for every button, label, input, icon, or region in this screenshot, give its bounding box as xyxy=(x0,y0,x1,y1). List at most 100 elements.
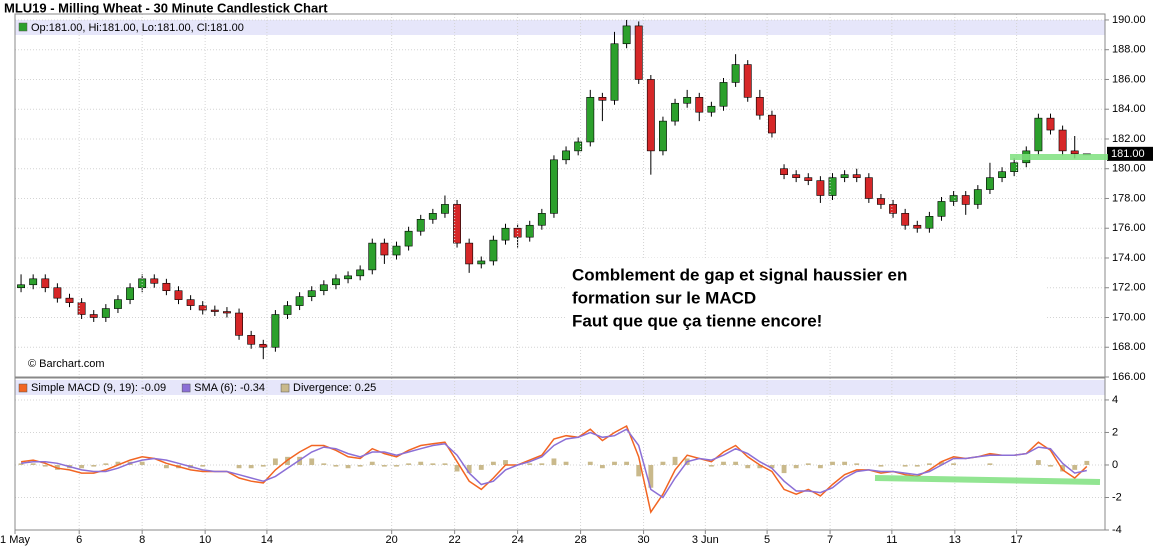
candle-body xyxy=(646,79,655,152)
y-tick-label: 4 xyxy=(1112,394,1118,406)
candle-body xyxy=(174,290,183,300)
candle-body xyxy=(562,150,570,161)
x-tick-label: 28 xyxy=(574,534,586,546)
y-tick-label: 168.00 xyxy=(1112,341,1146,353)
candle-body xyxy=(864,177,873,199)
divergence-bar xyxy=(1035,460,1041,465)
divergence-bar xyxy=(503,460,508,465)
candle-body xyxy=(271,314,280,348)
legend-swatch xyxy=(18,383,28,393)
divergence-bar xyxy=(805,463,811,465)
y-tick-label: 174.00 xyxy=(1112,252,1146,264)
candle-body xyxy=(768,114,776,134)
x-tick-label: 10 xyxy=(199,534,211,546)
y-tick-label: 186.00 xyxy=(1112,73,1146,85)
candle-body xyxy=(186,299,195,306)
macd-line xyxy=(21,428,1087,499)
annotation: Comblement de gap et signal haussier en xyxy=(572,265,907,284)
divergence-bar xyxy=(466,464,472,474)
candle-body xyxy=(198,305,207,311)
candle-body xyxy=(283,305,292,315)
divergence-bar xyxy=(309,458,315,465)
highlight xyxy=(874,475,1101,485)
x-tick-label: 5 xyxy=(764,534,770,546)
divergence-bar xyxy=(357,464,363,467)
y-tick-label: 182.00 xyxy=(1112,133,1146,145)
y-tick-label: 2 xyxy=(1112,426,1118,438)
divergence-bar xyxy=(139,461,145,465)
candle-body xyxy=(683,97,692,104)
divergence-bar xyxy=(878,464,884,467)
candle-body xyxy=(332,278,340,286)
candle-body xyxy=(307,290,316,297)
candle-body xyxy=(368,242,377,271)
y-tick-label: 170.00 xyxy=(1112,311,1146,323)
candle-body xyxy=(973,189,982,205)
divergence-bar xyxy=(527,463,533,465)
candle-body xyxy=(598,97,607,101)
divergence-bar xyxy=(987,463,993,465)
ohlc-legend: Op:181.00, Hi:181.00, Lo:181.00, Cl:181.… xyxy=(31,22,244,34)
divergence-bar xyxy=(636,464,642,477)
divergence-bar xyxy=(442,463,448,465)
x-tick-label: 6 xyxy=(76,534,82,546)
candle-body xyxy=(77,302,86,315)
divergence-bar xyxy=(708,464,714,467)
y-tick-label: 166.00 xyxy=(1112,371,1146,383)
candle-body xyxy=(852,174,861,178)
divergence-bar xyxy=(817,464,823,469)
divergence-bar xyxy=(854,463,860,465)
candle-body xyxy=(465,242,474,265)
y-tick-label: 180.00 xyxy=(1112,163,1146,175)
divergence-bar xyxy=(660,461,666,465)
candle-body xyxy=(404,230,413,247)
candle-body xyxy=(816,180,825,196)
candle-body xyxy=(41,278,50,289)
candle-body xyxy=(380,242,389,256)
candle-body xyxy=(525,224,534,238)
candle-body xyxy=(586,97,595,143)
candle-body xyxy=(501,227,510,241)
candle-body xyxy=(295,296,304,306)
candle-body xyxy=(150,278,159,284)
candle-body xyxy=(550,159,558,214)
y-tick-label: 184.00 xyxy=(1112,103,1146,115)
candle-body xyxy=(889,204,897,214)
candle-body xyxy=(162,282,171,292)
candle-body xyxy=(1046,117,1055,131)
x-tick-label: 13 xyxy=(949,534,961,546)
macd-line xyxy=(21,424,1088,514)
divergence-bar xyxy=(260,464,266,467)
divergence-bar xyxy=(1084,460,1090,465)
divergence-bar xyxy=(781,464,787,474)
y-tick-label: 176.00 xyxy=(1112,222,1146,234)
candle-body xyxy=(259,343,268,348)
legend-band xyxy=(15,380,1105,395)
y-tick-label: 188.00 xyxy=(1112,44,1146,56)
legend-band xyxy=(15,20,1105,35)
divergence-bar xyxy=(163,464,169,469)
divergence-bar xyxy=(381,464,387,467)
candle-body xyxy=(937,201,946,217)
divergence-bar xyxy=(793,464,799,469)
divergence-bar xyxy=(612,461,617,465)
candle-body xyxy=(126,287,134,300)
candle-body xyxy=(961,195,970,205)
divergence-bar xyxy=(430,463,436,465)
candle-body xyxy=(695,97,704,113)
plot-layer: 166.00 168.00 170.00 172.00 174.00 176.00 178.… xyxy=(0,14,1153,546)
divergence-bar xyxy=(91,464,97,467)
divergence-bar xyxy=(200,464,206,467)
candle-body xyxy=(792,174,801,178)
candle-body xyxy=(755,97,764,116)
divergence-bar xyxy=(272,458,278,465)
divergence-bar xyxy=(248,464,254,469)
candle-body xyxy=(840,174,849,178)
divergence-bar xyxy=(830,461,835,465)
x-tick-label: 17 xyxy=(1010,534,1022,546)
candle-body xyxy=(634,25,643,80)
candle-body xyxy=(319,284,328,292)
candle-body xyxy=(1058,129,1067,152)
candle-body xyxy=(101,308,110,318)
candle-body xyxy=(441,204,449,214)
